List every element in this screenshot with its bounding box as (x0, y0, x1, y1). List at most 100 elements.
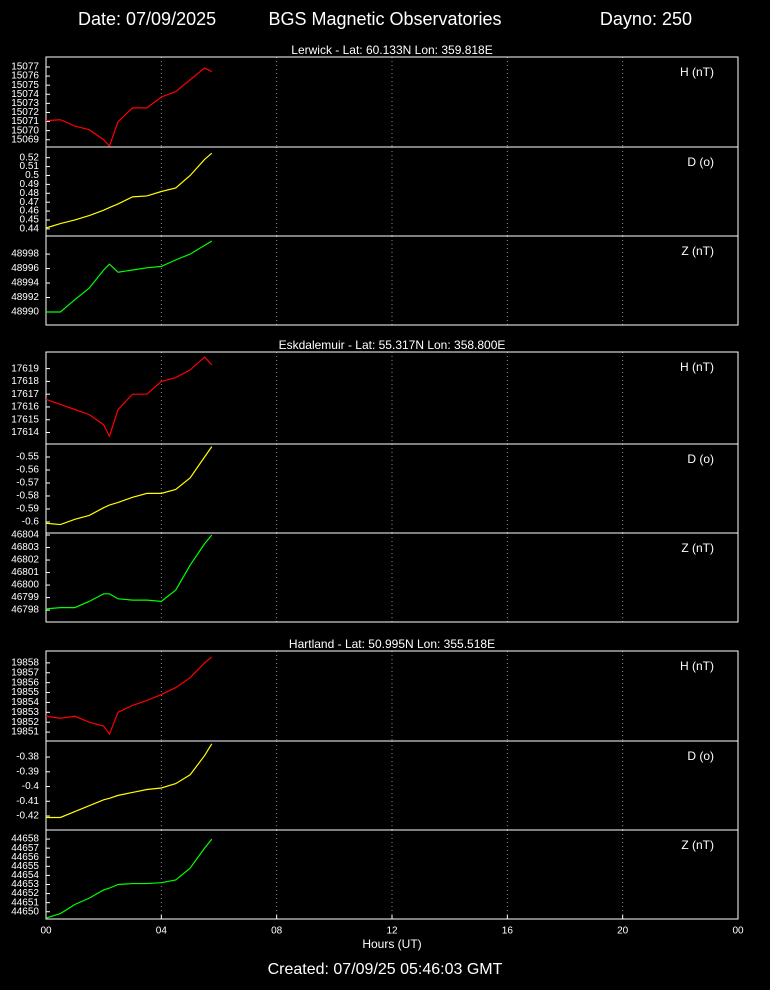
y-tick-label: 46804 (11, 530, 39, 541)
y-tick-label: 19857 (11, 667, 39, 678)
y-tick-label: -0.55 (16, 452, 39, 463)
series-label: Z (nT) (681, 244, 714, 258)
y-tick-label: 15071 (11, 116, 39, 127)
series-label: Z (nT) (681, 838, 714, 852)
x-tick-label: 16 (502, 926, 514, 937)
y-tick-label: 19854 (11, 697, 39, 708)
y-tick-label: 44651 (11, 897, 39, 908)
y-tick-label: 15074 (11, 89, 39, 100)
y-tick-label: 0.5 (25, 170, 39, 181)
y-tick-label: -0.56 (16, 465, 39, 476)
y-tick-label: 44658 (11, 834, 39, 845)
y-tick-label: -0.38 (16, 752, 39, 763)
date: Date: 07/09/2025 (78, 9, 216, 29)
y-tick-label: 19858 (11, 658, 39, 669)
y-tick-label: 46800 (11, 580, 39, 591)
y-tick-label: 0.44 (20, 224, 40, 235)
y-tick-label: 0.45 (20, 215, 40, 226)
series-label: D (o) (687, 452, 714, 466)
data-line (45, 152, 213, 229)
y-tick-label: 44655 (11, 861, 39, 872)
y-tick-label: 17619 (11, 363, 39, 374)
footer: Created: 07/09/25 05:46:03 GMT (268, 961, 503, 978)
y-tick-label: 44653 (11, 879, 39, 890)
y-tick-label: 19856 (11, 677, 39, 688)
y-tick-label: -0.42 (16, 811, 39, 822)
y-tick-label: 15072 (11, 107, 39, 118)
y-tick-label: 0.52 (20, 152, 40, 163)
y-tick-label: 15073 (11, 98, 39, 109)
series-label: H (nT) (680, 659, 714, 673)
y-tick-label: 19853 (11, 707, 39, 718)
series-label: D (o) (687, 155, 714, 169)
x-tick-label: 04 (156, 926, 168, 937)
y-tick-label: -0.39 (16, 766, 39, 777)
series-label: Z (nT) (681, 541, 714, 555)
y-tick-label: 44654 (11, 870, 39, 881)
y-tick-label: 46799 (11, 592, 39, 603)
y-tick-label: -0.41 (16, 796, 39, 807)
y-tick-label: 15075 (11, 80, 39, 91)
y-tick-label: 17614 (11, 427, 39, 438)
data-line (45, 356, 213, 438)
y-tick-label: 46802 (11, 555, 39, 566)
y-tick-label: 0.48 (20, 188, 40, 199)
y-tick-label: 0.51 (20, 161, 40, 172)
y-tick-label: 44650 (11, 906, 39, 917)
y-tick-label: 46798 (11, 605, 39, 616)
y-tick-label: 15077 (11, 62, 39, 73)
data-line (45, 67, 213, 148)
x-tick-label: 00 (40, 926, 52, 937)
data-line (45, 534, 213, 610)
station-title: Lerwick - Lat: 60.133N Lon: 359.818E (291, 43, 492, 57)
station-title: Hartland - Lat: 50.995N Lon: 355.518E (289, 637, 495, 651)
y-tick-label: 46801 (11, 567, 39, 578)
y-tick-label: -0.4 (22, 781, 40, 792)
station-title: Eskdalemuir - Lat: 55.317N Lon: 358.800E (279, 338, 506, 352)
y-tick-label: 17615 (11, 414, 39, 425)
y-tick-label: 19855 (11, 687, 39, 698)
y-tick-label: 15070 (11, 125, 39, 136)
y-tick-label: 44656 (11, 852, 39, 863)
y-tick-label: -0.57 (16, 478, 39, 489)
x-tick-label: 08 (271, 926, 283, 937)
x-tick-label: 12 (386, 926, 398, 937)
x-axis-label: Hours (UT) (362, 937, 421, 951)
y-tick-label: 48994 (11, 278, 39, 289)
data-line (45, 656, 213, 736)
series-label: D (o) (687, 749, 714, 763)
y-tick-label: 0.47 (20, 197, 40, 208)
y-tick-label: 15069 (11, 134, 39, 145)
y-tick-label: 17617 (11, 389, 39, 400)
y-tick-label: 19851 (11, 727, 39, 738)
y-tick-label: 15076 (11, 71, 39, 82)
data-line (46, 240, 213, 313)
y-tick-label: 0.46 (20, 206, 40, 217)
y-tick-label: 48996 (11, 263, 39, 274)
x-tick-label: 20 (617, 926, 629, 937)
y-tick-label: 44652 (11, 888, 39, 899)
y-tick-label: 0.49 (20, 179, 40, 190)
y-tick-label: -0.59 (16, 504, 39, 515)
y-tick-label: 17616 (11, 402, 39, 413)
data-line (45, 838, 213, 919)
y-tick-label: 46803 (11, 542, 39, 553)
plot-frame (45, 532, 739, 623)
y-tick-label: -0.6 (22, 517, 40, 528)
y-tick-label: 48990 (11, 307, 39, 318)
y-tick-label: 17618 (11, 376, 39, 387)
y-tick-label: 48992 (11, 292, 39, 303)
dayno: Dayno: 250 (600, 9, 692, 29)
y-tick-label: -0.58 (16, 491, 39, 502)
y-tick-label: 48998 (11, 249, 39, 260)
y-tick-label: 44657 (11, 843, 39, 854)
data-line (46, 743, 213, 819)
series-label: H (nT) (680, 360, 714, 374)
x-tick-label: 00 (732, 926, 744, 937)
page-title: BGS Magnetic Observatories (268, 9, 501, 29)
plot-frame (45, 235, 739, 326)
y-tick-label: 19852 (11, 717, 39, 728)
data-line (45, 446, 213, 526)
